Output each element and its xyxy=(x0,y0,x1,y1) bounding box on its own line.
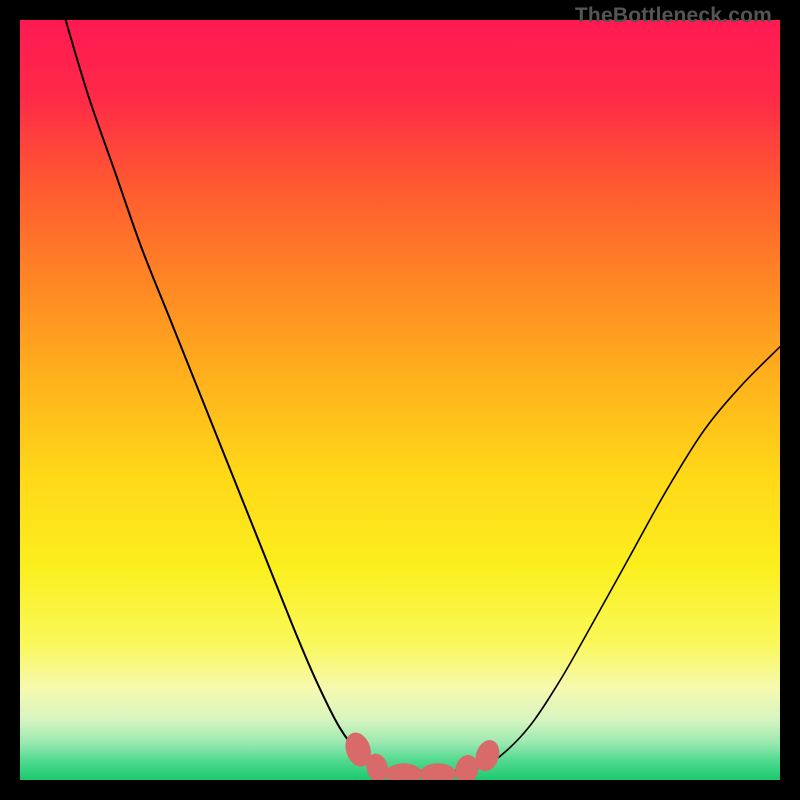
watermark: TheBottleneck.com xyxy=(575,4,772,28)
bottleneck-chart xyxy=(20,20,780,780)
gradient-background xyxy=(20,20,780,780)
chart-svg xyxy=(20,20,780,780)
